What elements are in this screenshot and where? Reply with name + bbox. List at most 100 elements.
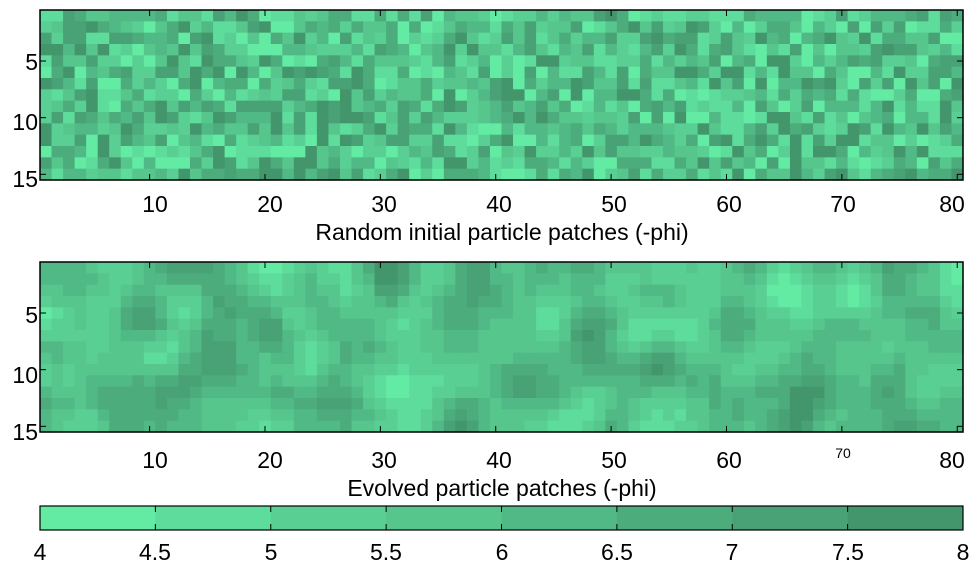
- heatmap-cell: [859, 420, 872, 433]
- heatmap-cell: [305, 66, 318, 79]
- heatmap-cell: [247, 168, 260, 181]
- heatmap-cell: [316, 10, 330, 22]
- heatmap-cell: [939, 100, 953, 113]
- heatmap-cell: [166, 341, 180, 354]
- heatmap-cell: [628, 32, 641, 45]
- heatmap-cell: [766, 307, 779, 320]
- heatmap-cell: [870, 318, 883, 331]
- heatmap-cell: [351, 398, 364, 410]
- heatmap-cell: [316, 398, 330, 410]
- x-tick-label: 80: [939, 447, 965, 473]
- heatmap-cell: [466, 420, 480, 433]
- heatmap-cell: [813, 89, 826, 102]
- y-tick-label: 10: [12, 362, 38, 388]
- heatmap-cell: [109, 398, 122, 410]
- heatmap-cell: [859, 112, 872, 124]
- heatmap-cell: [813, 134, 826, 147]
- heatmap-cell: [339, 157, 353, 170]
- heatmap-cell: [616, 10, 630, 22]
- heatmap-cell: [547, 100, 560, 113]
- heatmap-cell: [443, 32, 456, 45]
- heatmap-cell: [143, 32, 156, 45]
- heatmap-cell: [536, 420, 549, 433]
- heatmap-cell: [374, 318, 387, 331]
- heatmap-cell: [501, 112, 514, 124]
- heatmap-cell: [813, 386, 826, 399]
- heatmap-cell: [201, 21, 214, 34]
- heatmap-cell: [893, 296, 906, 308]
- heatmap-cell: [651, 123, 664, 136]
- heatmap-cell: [397, 386, 410, 399]
- heatmap-cell: [409, 55, 422, 68]
- heatmap-cell: [732, 146, 745, 158]
- heatmap-cell: [813, 330, 826, 342]
- heatmap-cell: [339, 364, 353, 376]
- heatmap-cell: [97, 386, 110, 399]
- heatmap-cell: [155, 157, 168, 170]
- heatmap-cell: [616, 262, 630, 274]
- heatmap-cell: [132, 123, 145, 136]
- heatmap-cell: [582, 398, 595, 410]
- heatmap-cell: [63, 112, 76, 124]
- heatmap-cell: [270, 89, 283, 102]
- heatmap-cell: [709, 21, 722, 34]
- heatmap-cell: [813, 284, 826, 297]
- heatmap-cell: [616, 375, 630, 388]
- heatmap-cell: [651, 21, 664, 34]
- heatmap-cell: [305, 352, 318, 365]
- heatmap-cell: [455, 307, 468, 320]
- heatmap-cell: [501, 284, 514, 297]
- heatmap-cell: [51, 123, 64, 136]
- heatmap-cell: [709, 123, 722, 136]
- heatmap-cell: [697, 123, 710, 136]
- heatmap-cell: [813, 341, 826, 354]
- heatmap-cell: [305, 78, 318, 90]
- heatmap-cell: [755, 273, 768, 286]
- heatmap-cell: [559, 262, 572, 274]
- heatmap-cell: [663, 341, 676, 354]
- heatmap-cell: [697, 398, 710, 410]
- heatmap-cell: [466, 168, 480, 181]
- heatmap-cell: [893, 55, 906, 68]
- heatmap-cell: [74, 262, 87, 274]
- heatmap-cell: [455, 409, 468, 422]
- heatmap-cell: [120, 262, 133, 274]
- heatmap-cell: [939, 44, 953, 56]
- heatmap-cell: [582, 296, 595, 308]
- heatmap-cell: [559, 100, 572, 113]
- heatmap-cell: [593, 330, 606, 342]
- heatmap-cell: [166, 157, 180, 170]
- heatmap-cell: [570, 398, 583, 410]
- heatmap-cell: [743, 55, 756, 68]
- heatmap-cell: [305, 44, 318, 56]
- heatmap-cell: [201, 32, 214, 45]
- heatmap-cell: [363, 123, 376, 136]
- heatmap-cell: [755, 420, 768, 433]
- heatmap-cell: [478, 318, 491, 331]
- heatmap-cell: [651, 296, 664, 308]
- heatmap-cell: [293, 32, 306, 45]
- heatmap-cell: [351, 341, 364, 354]
- heatmap-cell: [97, 89, 110, 102]
- heatmap-cell: [939, 78, 953, 90]
- heatmap-cell: [859, 32, 872, 45]
- heatmap-cell: [582, 134, 595, 147]
- heatmap-cell: [374, 386, 387, 399]
- heatmap-cell: [455, 352, 468, 365]
- heatmap-cell: [916, 352, 929, 365]
- heatmap-cell: [351, 78, 364, 90]
- heatmap-cell: [489, 32, 503, 45]
- heatmap-cell: [778, 100, 791, 113]
- heatmap-cell: [282, 341, 295, 354]
- heatmap-cell: [882, 44, 895, 56]
- heatmap-cell: [674, 386, 687, 399]
- x-axis-title-evolved: Evolved particle patches (-phi): [347, 475, 656, 501]
- heatmap-cell: [755, 134, 768, 147]
- heatmap-cell: [305, 330, 318, 342]
- heatmap-cell: [201, 364, 214, 376]
- heatmap-cell: [120, 146, 133, 158]
- heatmap-cell: [178, 146, 191, 158]
- heatmap-cell: [536, 284, 549, 297]
- heatmap-cell: [663, 284, 676, 297]
- heatmap-cell: [697, 44, 710, 56]
